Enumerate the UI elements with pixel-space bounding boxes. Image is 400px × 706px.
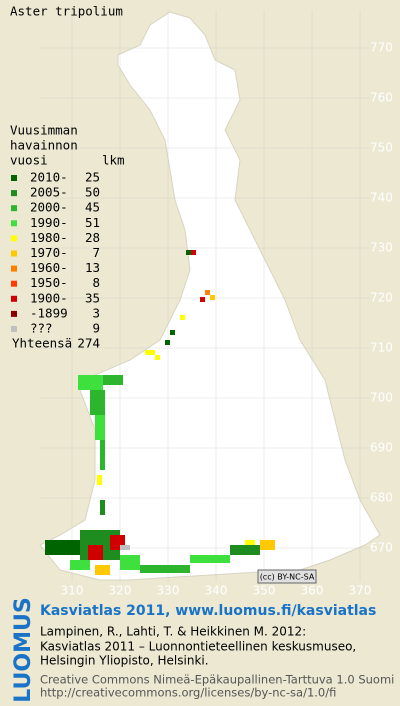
legend-label: ??? <box>30 321 53 336</box>
north-label: 760 <box>370 91 393 105</box>
legend-label: 1990- <box>30 215 68 230</box>
legend-column: vuosi <box>10 153 48 168</box>
legend-swatch <box>11 295 17 302</box>
legend-count: 50 <box>85 185 100 200</box>
east-label: 340 <box>205 584 228 598</box>
north-label: 670 <box>370 541 393 555</box>
legend-label: 1980- <box>30 230 68 245</box>
headline: Kasviatlas 2011, www.luomus.fi/kasviatla… <box>40 603 376 619</box>
legend-swatch <box>11 235 17 242</box>
north-label: 680 <box>370 491 393 505</box>
legend-swatch <box>11 280 17 287</box>
legend-swatch <box>11 220 17 227</box>
north-label: 710 <box>370 341 393 355</box>
legend-label: 1970- <box>30 245 68 260</box>
total-count: 274 <box>77 336 100 351</box>
east-label: 350 <box>253 584 276 598</box>
legend-count: 35 <box>85 290 100 305</box>
logo: LUOMUS <box>11 597 36 702</box>
east-label: 330 <box>157 584 180 598</box>
east-label: 370 <box>349 584 372 598</box>
legend-swatch <box>11 190 17 197</box>
legend-label: 2010- <box>30 170 68 185</box>
legend-swatch <box>11 175 17 181</box>
legend-label: 1900- <box>30 290 68 305</box>
citation-line: Lampinen, R., Lahti, T. & Heikkinen M. 2… <box>40 625 306 639</box>
species-title: Aster tripolium <box>10 4 123 19</box>
legend-label: -1899 <box>30 305 68 320</box>
legend-swatch <box>11 205 17 212</box>
occurrence-squares <box>45 250 275 575</box>
grid-overlay <box>40 10 370 582</box>
citation-line: Kasviatlas 2011 – Luonnontieteellinen ke… <box>40 640 356 654</box>
legend-swatch <box>11 326 17 332</box>
badge <box>257 569 317 584</box>
north-label: 770 <box>370 41 393 55</box>
legend-label: 2005- <box>30 185 68 200</box>
legend-heading: Vuusimman <box>10 123 78 138</box>
legend-count: 9 <box>92 321 100 336</box>
north-label: 750 <box>370 141 393 155</box>
north-label: 700 <box>370 391 393 405</box>
legend-label: 1950- <box>30 275 68 290</box>
legend-heading: havainnon <box>10 138 78 153</box>
citation-line: Helsingin Yliopisto, Helsinki. <box>40 654 209 668</box>
north-label: 720 <box>370 291 393 305</box>
legend-count: 45 <box>85 200 100 215</box>
legend-swatch <box>11 265 17 272</box>
legend-count: 13 <box>85 260 100 275</box>
east-label: 320 <box>109 584 132 598</box>
legend-column: lkm <box>102 153 125 168</box>
license-line: Creative Commons Nimeä-Epäkaupallinen-Ta… <box>40 673 394 687</box>
legend-count: 7 <box>92 245 100 260</box>
east-label: 360 <box>301 584 324 598</box>
legend-count: 28 <box>85 230 100 245</box>
legend-count: 51 <box>85 215 100 230</box>
legend-count: 8 <box>92 275 100 290</box>
total-label: Yhteensä <box>12 336 72 351</box>
legend-count: 25 <box>85 170 100 185</box>
east-label: 310 <box>61 584 84 598</box>
north-label: 690 <box>370 441 393 455</box>
legend-swatch <box>11 310 17 317</box>
north-label: 730 <box>370 241 393 255</box>
north-label: 740 <box>370 191 393 205</box>
license-badge: (cc) BY-NC-SA <box>260 573 315 582</box>
legend-count: 3 <box>92 305 100 320</box>
legend-label: 2000- <box>30 200 68 215</box>
legend-label: 1960- <box>30 260 68 275</box>
legend-swatch <box>11 250 17 257</box>
license-line: http://creativecommons.org/licenses/by-n… <box>40 686 336 700</box>
